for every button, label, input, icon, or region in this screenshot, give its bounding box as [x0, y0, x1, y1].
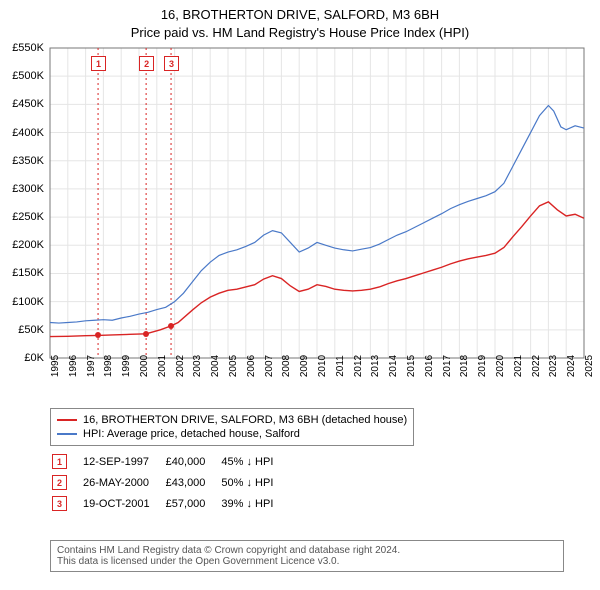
x-tick-label: 2001: [157, 355, 168, 377]
x-tick-label: 1999: [121, 355, 132, 377]
sale-marker-badge: 3: [52, 496, 67, 511]
x-tick-label: 2015: [406, 355, 417, 377]
sale-price: £43,000: [166, 473, 220, 492]
legend-item: 16, BROTHERTON DRIVE, SALFORD, M3 6BH (d…: [57, 413, 407, 427]
x-tick-label: 1998: [103, 355, 114, 377]
x-tick-label: 2009: [299, 355, 310, 377]
x-tick-label: 2004: [210, 355, 221, 377]
x-tick-label: 2019: [477, 355, 488, 377]
x-tick-label: 2006: [246, 355, 257, 377]
sale-point-marker: [143, 331, 149, 337]
y-tick-label: £400K: [0, 127, 44, 139]
x-tick-label: 1995: [50, 355, 61, 377]
y-tick-label: £200K: [0, 239, 44, 251]
y-tick-label: £0K: [0, 352, 44, 364]
x-tick-label: 2017: [442, 355, 453, 377]
footer-attribution: Contains HM Land Registry data © Crown c…: [50, 540, 564, 572]
y-tick-label: £550K: [0, 42, 44, 54]
y-tick-label: £50K: [0, 324, 44, 336]
x-tick-label: 2018: [459, 355, 470, 377]
y-tick-label: £350K: [0, 155, 44, 167]
legend-swatch: [57, 433, 77, 435]
legend-swatch: [57, 419, 77, 421]
x-tick-label: 1997: [86, 355, 97, 377]
y-tick-label: £250K: [0, 211, 44, 223]
reference-marker: 2: [139, 56, 154, 71]
sales-table-row: 3 19-OCT-2001£57,00039% ↓ HPI: [52, 494, 287, 513]
x-tick-label: 2000: [139, 355, 150, 377]
sale-date: 26-MAY-2000: [83, 473, 164, 492]
x-tick-label: 2008: [281, 355, 292, 377]
sale-price: £40,000: [166, 452, 220, 471]
x-tick-label: 2023: [548, 355, 559, 377]
x-tick-label: 2016: [424, 355, 435, 377]
sales-table-row: 2 26-MAY-2000£43,00050% ↓ HPI: [52, 473, 287, 492]
legend: 16, BROTHERTON DRIVE, SALFORD, M3 6BH (d…: [50, 408, 414, 446]
sale-point-marker: [95, 332, 101, 338]
y-tick-label: £500K: [0, 70, 44, 82]
sale-delta: 39% ↓ HPI: [221, 494, 287, 513]
sale-price: £57,000: [166, 494, 220, 513]
legend-label: HPI: Average price, detached house, Salf…: [83, 428, 300, 440]
x-tick-label: 2025: [584, 355, 595, 377]
footer-line2: This data is licensed under the Open Gov…: [57, 556, 557, 567]
sales-table-row: 1 12-SEP-1997£40,00045% ↓ HPI: [52, 452, 287, 471]
sale-marker-badge: 2: [52, 475, 67, 490]
x-tick-label: 2002: [175, 355, 186, 377]
x-tick-label: 2024: [566, 355, 577, 377]
x-tick-label: 1996: [68, 355, 79, 377]
sales-table: 1 12-SEP-1997£40,00045% ↓ HPI 2 26-MAY-2000…: [50, 450, 289, 515]
x-tick-label: 2010: [317, 355, 328, 377]
chart-canvas: [0, 0, 600, 400]
y-tick-label: £300K: [0, 183, 44, 195]
x-tick-label: 2020: [495, 355, 506, 377]
sale-delta: 50% ↓ HPI: [221, 473, 287, 492]
reference-marker: 1: [91, 56, 106, 71]
sale-point-marker: [168, 323, 174, 329]
x-tick-label: 2007: [264, 355, 275, 377]
sale-date: 12-SEP-1997: [83, 452, 164, 471]
x-tick-label: 2003: [192, 355, 203, 377]
x-tick-label: 2014: [388, 355, 399, 377]
x-tick-label: 2022: [531, 355, 542, 377]
reference-marker: 3: [164, 56, 179, 71]
footer-line1: Contains HM Land Registry data © Crown c…: [57, 545, 557, 556]
x-tick-label: 2005: [228, 355, 239, 377]
x-tick-label: 2021: [513, 355, 524, 377]
y-tick-label: £100K: [0, 296, 44, 308]
sale-marker-badge: 1: [52, 454, 67, 469]
x-tick-label: 2011: [335, 355, 346, 377]
sale-date: 19-OCT-2001: [83, 494, 164, 513]
legend-label: 16, BROTHERTON DRIVE, SALFORD, M3 6BH (d…: [83, 414, 407, 426]
sale-delta: 45% ↓ HPI: [221, 452, 287, 471]
y-tick-label: £150K: [0, 267, 44, 279]
y-tick-label: £450K: [0, 98, 44, 110]
x-tick-label: 2013: [370, 355, 381, 377]
x-tick-label: 2012: [353, 355, 364, 377]
legend-item: HPI: Average price, detached house, Salf…: [57, 427, 407, 441]
